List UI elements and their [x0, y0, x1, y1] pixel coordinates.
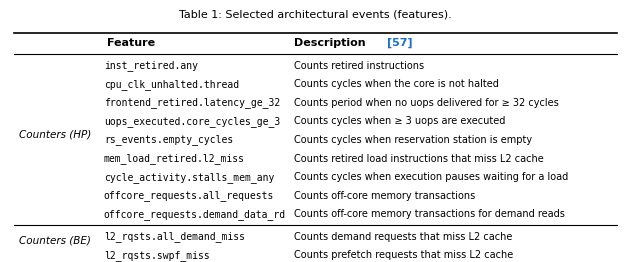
Text: inst_retired.any: inst_retired.any — [104, 60, 198, 71]
Text: Counts cycles when the core is not halted: Counts cycles when the core is not halte… — [294, 79, 499, 89]
Text: Description: Description — [294, 38, 369, 48]
Text: frontend_retired.latency_ge_32: frontend_retired.latency_ge_32 — [104, 97, 280, 108]
Text: Counts cycles when ≥ 3 uops are executed: Counts cycles when ≥ 3 uops are executed — [294, 116, 505, 127]
Text: Counts period when no uops delivered for ≥ 32 cycles: Counts period when no uops delivered for… — [294, 98, 558, 108]
Text: rs_events.empty_cycles: rs_events.empty_cycles — [104, 134, 233, 145]
Text: mem_load_retired.l2_miss: mem_load_retired.l2_miss — [104, 153, 245, 164]
Text: Counts cycles when reservation station is empty: Counts cycles when reservation station i… — [294, 135, 532, 145]
Text: Feature: Feature — [107, 38, 155, 48]
Text: [57]: [57] — [387, 38, 412, 48]
Text: offcore_requests.all_requests: offcore_requests.all_requests — [104, 190, 274, 201]
Text: Counts retired instructions: Counts retired instructions — [294, 61, 424, 71]
Text: cpu_clk_unhalted.thread: cpu_clk_unhalted.thread — [104, 79, 239, 90]
Text: Counts cycles when execution pauses waiting for a load: Counts cycles when execution pauses wait… — [294, 172, 568, 182]
Text: l2_rqsts.swpf_miss: l2_rqsts.swpf_miss — [104, 250, 209, 260]
Text: offcore_requests.demand_data_rd: offcore_requests.demand_data_rd — [104, 209, 286, 220]
Text: Counts off-core memory transactions: Counts off-core memory transactions — [294, 191, 475, 201]
Text: Counts retired load instructions that miss L2 cache: Counts retired load instructions that mi… — [294, 154, 543, 163]
Text: Table 1: Selected architectural events (features).: Table 1: Selected architectural events (… — [179, 9, 452, 19]
Text: Counts off-core memory transactions for demand reads: Counts off-core memory transactions for … — [294, 209, 564, 219]
Text: Counts prefetch requests that miss L2 cache: Counts prefetch requests that miss L2 ca… — [294, 250, 513, 260]
Text: Counters (HP): Counters (HP) — [19, 129, 91, 139]
Text: Counters (BE): Counters (BE) — [19, 235, 91, 245]
Text: cycle_activity.stalls_mem_any: cycle_activity.stalls_mem_any — [104, 172, 274, 183]
Text: l2_rqsts.all_demand_miss: l2_rqsts.all_demand_miss — [104, 231, 245, 242]
Text: Counts demand requests that miss L2 cache: Counts demand requests that miss L2 cach… — [294, 232, 512, 242]
Text: uops_executed.core_cycles_ge_3: uops_executed.core_cycles_ge_3 — [104, 116, 280, 127]
